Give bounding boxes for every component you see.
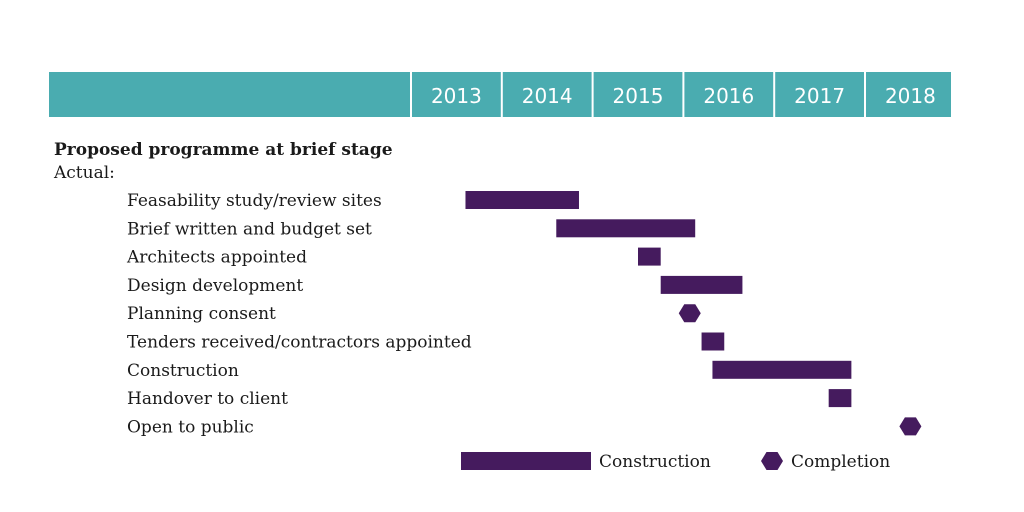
task-bar: [712, 360, 852, 379]
legend-label-completion: Completion: [791, 452, 890, 472]
year-label-2016: 2016: [703, 84, 754, 108]
task-label: Architects appointed: [126, 248, 307, 268]
task-bar: [465, 191, 579, 209]
year-label-2013: 2013: [431, 84, 482, 108]
task-bar: [638, 247, 661, 266]
chart-header-text: Proposed programme at brief stage: [54, 140, 393, 160]
task-label: Tenders received/contractors appointed: [127, 333, 472, 353]
year-label-2018: 2018: [885, 84, 936, 108]
task-label: Handover to client: [127, 389, 288, 409]
year-label-2017: 2017: [794, 84, 845, 108]
legend-bar-swatch: [461, 452, 591, 470]
task-bar: [701, 332, 725, 351]
task-label: Feasability study/review sites: [127, 191, 382, 211]
task-label: Design development: [127, 276, 303, 296]
year-label-2014: 2014: [522, 84, 573, 108]
milestone-hexagon: [899, 417, 922, 436]
header-band-background: [49, 72, 951, 117]
milestone-hexagon: [678, 304, 701, 323]
task-label: Construction: [127, 361, 239, 381]
task-label: Brief written and budget set: [127, 219, 372, 239]
task-bar: [660, 275, 743, 294]
task-rows: Feasability study/review sites Brief writ…: [126, 191, 922, 437]
task-bar: [556, 219, 696, 238]
chart-sub-header-text: Actual:: [53, 163, 115, 183]
task-label: Open to public: [127, 417, 254, 437]
task-label: Planning consent: [127, 304, 276, 324]
task-bar: [828, 389, 852, 408]
legend-label-construction: Construction: [599, 452, 711, 472]
timeline-header: 2013 2014 2015 2016 2017 2018: [49, 72, 951, 117]
legend-hexagon-swatch: [761, 452, 783, 470]
chart-legend: Construction Completion: [461, 452, 890, 472]
year-label-2015: 2015: [613, 84, 664, 108]
